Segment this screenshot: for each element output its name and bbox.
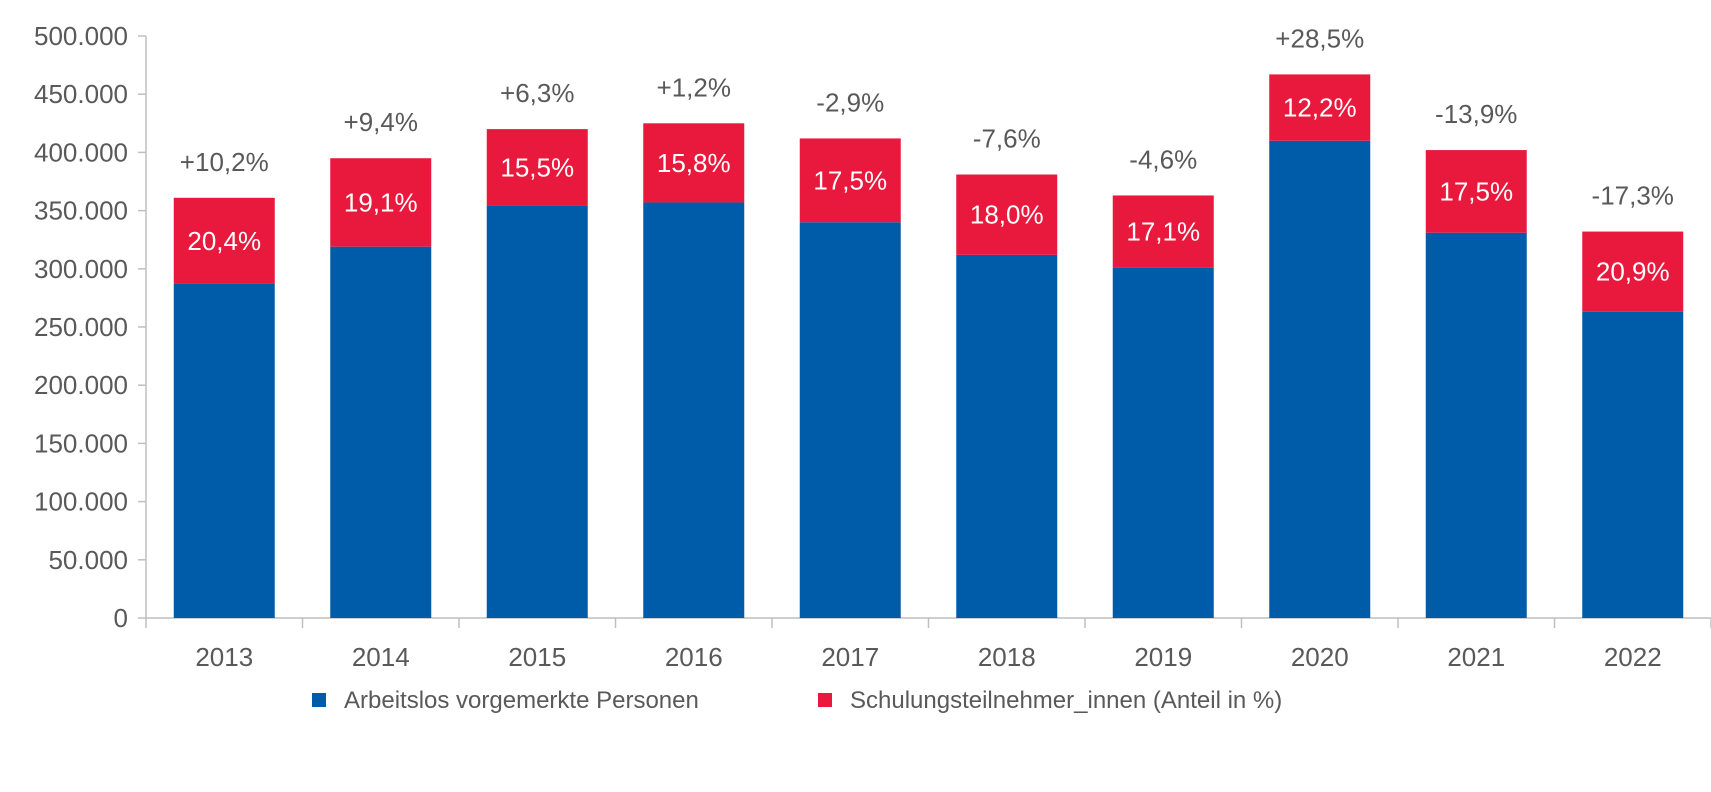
x-tick-label-2014: 2014 xyxy=(352,642,410,672)
bar-schulung-2018 xyxy=(956,174,1058,255)
y-tick-label: 250.000 xyxy=(34,312,128,342)
bars xyxy=(173,74,1684,619)
y-tick-label: 150.000 xyxy=(34,428,128,458)
change-label-2019: -4,6% xyxy=(1129,144,1197,174)
bar-arbeitslos-2017 xyxy=(799,222,901,619)
bar-arbeitslos-2021 xyxy=(1425,232,1527,618)
share-label-2014: 19,1% xyxy=(344,187,418,217)
change-label-2022: -17,3% xyxy=(1592,181,1674,211)
change-label-2014: +9,4% xyxy=(344,107,418,137)
legend-label-arbeitslos: Arbeitslos vorgemerkte Personen xyxy=(344,687,699,714)
change-label-2021: -13,9% xyxy=(1435,99,1517,129)
y-tick-label: 300.000 xyxy=(34,254,128,284)
legend-swatch-arbeitslos xyxy=(312,693,326,707)
change-label-2017: -2,9% xyxy=(816,87,884,117)
bar-arbeitslos-2018 xyxy=(956,254,1058,618)
x-tick-label-2017: 2017 xyxy=(821,642,879,672)
y-tick-label: 400.000 xyxy=(34,137,128,167)
x-tick-label-2018: 2018 xyxy=(978,642,1036,672)
share-label-2022: 20,9% xyxy=(1596,257,1670,287)
bar-arbeitslos-2019 xyxy=(1112,267,1214,618)
bar-schulung-2020 xyxy=(1269,74,1371,141)
share-label-2021: 17,5% xyxy=(1439,176,1513,206)
share-label-2016: 15,8% xyxy=(657,148,731,178)
x-tick-label-2022: 2022 xyxy=(1604,642,1662,672)
bar-arbeitslos-2020 xyxy=(1269,140,1371,618)
x-tick-label-2020: 2020 xyxy=(1291,642,1349,672)
y-tick-label: 450.000 xyxy=(34,79,128,109)
share-label-2019: 17,1% xyxy=(1126,217,1200,247)
x-tick-label-2013: 2013 xyxy=(195,642,253,672)
y-tick-label: 350.000 xyxy=(34,196,128,226)
bar-arbeitslos-2013 xyxy=(173,283,275,618)
share-label-2013: 20,4% xyxy=(187,226,261,256)
x-tick-label-2016: 2016 xyxy=(665,642,723,672)
y-tick-label: 50.000 xyxy=(48,545,128,575)
share-label-2015: 15,5% xyxy=(500,153,574,183)
change-label-2016: +1,2% xyxy=(657,72,731,102)
y-tick-label: 100.000 xyxy=(34,487,128,517)
bar-schulung-2021 xyxy=(1425,150,1527,233)
share-label-2018: 18,0% xyxy=(970,200,1044,230)
bar-schulung-2022 xyxy=(1582,231,1684,312)
y-tick-label: 500.000 xyxy=(34,21,128,51)
x-tick-label-2015: 2015 xyxy=(508,642,566,672)
bar-arbeitslos-2022 xyxy=(1582,311,1684,618)
bar-arbeitslos-2016 xyxy=(643,202,745,618)
bar-schulung-2017 xyxy=(799,138,901,223)
axes: 0 50.000 100.000 150.000 200.000 250.000 300.0… xyxy=(34,21,1711,672)
share-label-2017: 17,5% xyxy=(813,165,887,195)
bar-schulung-2013 xyxy=(173,197,275,284)
x-tick-label-2019: 2019 xyxy=(1134,642,1192,672)
bar-schulung-2015 xyxy=(486,129,588,206)
bar-arbeitslos-2015 xyxy=(486,205,588,618)
change-label-2015: +6,3% xyxy=(500,78,574,108)
bar-schulung-2019 xyxy=(1112,195,1214,268)
share-label-2020: 12,2% xyxy=(1283,93,1357,123)
y-tick-label: 0 xyxy=(114,603,128,633)
change-label-2013: +10,2% xyxy=(180,147,269,177)
legend-label-schulung: Schulungsteilnehmer_innen (Anteil in %) xyxy=(850,687,1282,714)
legend: Arbeitslos vorgemerkte Personen Schulungs… xyxy=(312,687,1282,714)
bar-schulung-2016 xyxy=(643,123,745,203)
x-tick-label-2021: 2021 xyxy=(1447,642,1505,672)
bar-schulung-2014 xyxy=(330,158,432,247)
y-tick-label: 200.000 xyxy=(34,370,128,400)
change-label-2020: +28,5% xyxy=(1275,23,1364,53)
legend-swatch-schulung xyxy=(818,693,832,707)
change-label-2018: -7,6% xyxy=(973,124,1041,154)
bar-arbeitslos-2014 xyxy=(330,246,432,618)
data-labels: 20,4% +10,2% 19,1% +9,4% 15,5% +6,3% 15,8% +1,2… xyxy=(180,23,1674,286)
